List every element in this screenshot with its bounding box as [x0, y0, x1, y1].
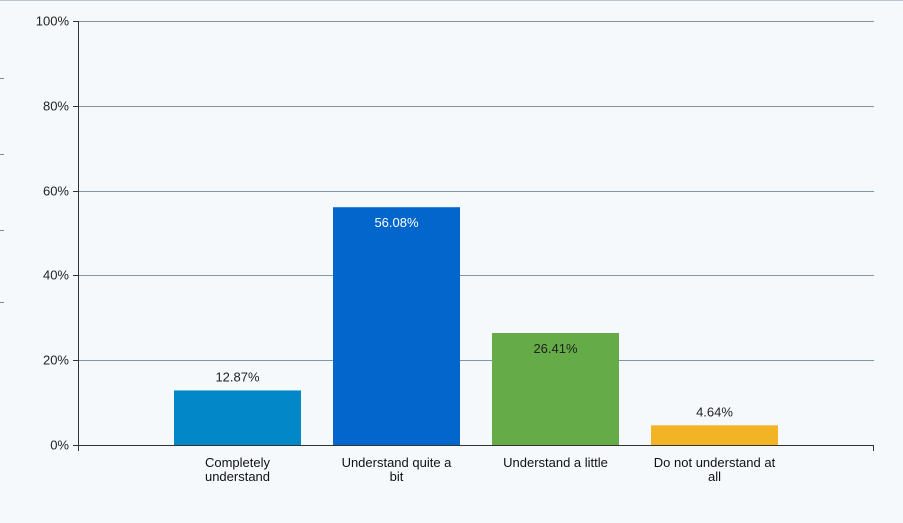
data-labels: 12.87% 56.08% 26.41% 4.64% [215, 215, 733, 419]
x-axis: Completely understand Understand quite a bi… [78, 445, 874, 484]
y-tick-label: 40% [43, 268, 69, 283]
bars [174, 207, 778, 445]
left-edge-ticks [0, 1, 8, 523]
y-tick-label: 100% [36, 14, 70, 29]
data-label: 56.08% [374, 215, 419, 230]
data-label: 26.41% [533, 341, 578, 356]
bar [333, 207, 460, 445]
x-tick-label: Completely understand [205, 455, 271, 484]
y-tick-label: 20% [43, 353, 69, 368]
x-tick-label: Understand a little [503, 455, 608, 470]
y-axis: 0% 20% 40% 60% 80% 100% [36, 14, 79, 453]
x-tick-label: Do not understand at all [654, 455, 776, 484]
bar [174, 390, 301, 445]
data-label: 4.64% [696, 404, 733, 419]
gridlines [78, 21, 874, 361]
bar [492, 333, 619, 445]
data-label: 12.87% [215, 369, 260, 384]
y-tick-label: 80% [43, 99, 69, 114]
y-tick-label: 0% [50, 438, 69, 453]
y-tick-label: 60% [43, 184, 69, 199]
x-tick-label: Understand quite a bit [342, 455, 453, 484]
bar [651, 425, 778, 445]
